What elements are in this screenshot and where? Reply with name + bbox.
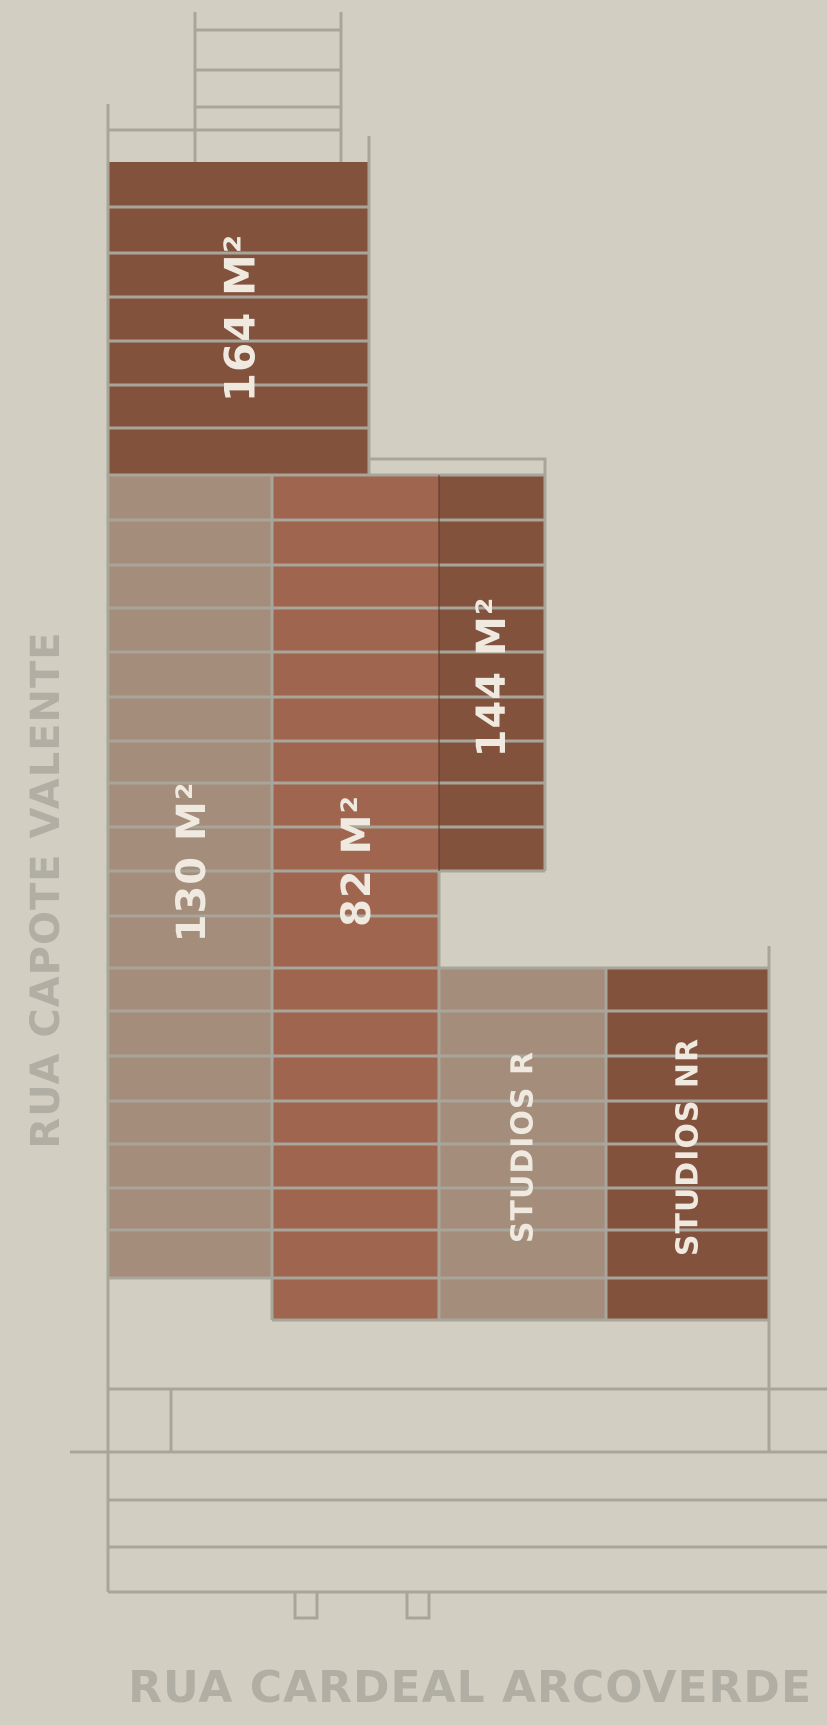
unit-144-block[interactable]: [439, 475, 545, 871]
unit-82-block[interactable]: [272, 475, 439, 1320]
street-bottom-label: RUA CARDEAL ARCOVERDE: [128, 1662, 812, 1713]
studios-nr-label: STUDIOS NR: [671, 1038, 706, 1256]
unit-164-label: 164 M²: [216, 234, 265, 402]
studios-r-label: STUDIOS R: [506, 1051, 541, 1243]
unit-130-label: 130 M²: [169, 782, 215, 943]
unit-dividers: [106, 162, 771, 1320]
street-left-label: RUA CAPOTE VALENTE: [23, 631, 69, 1148]
unit-144-label: 144 M²: [469, 597, 515, 758]
unit-164-block[interactable]: [108, 162, 369, 475]
unit-82-label: 82 M²: [334, 795, 380, 927]
